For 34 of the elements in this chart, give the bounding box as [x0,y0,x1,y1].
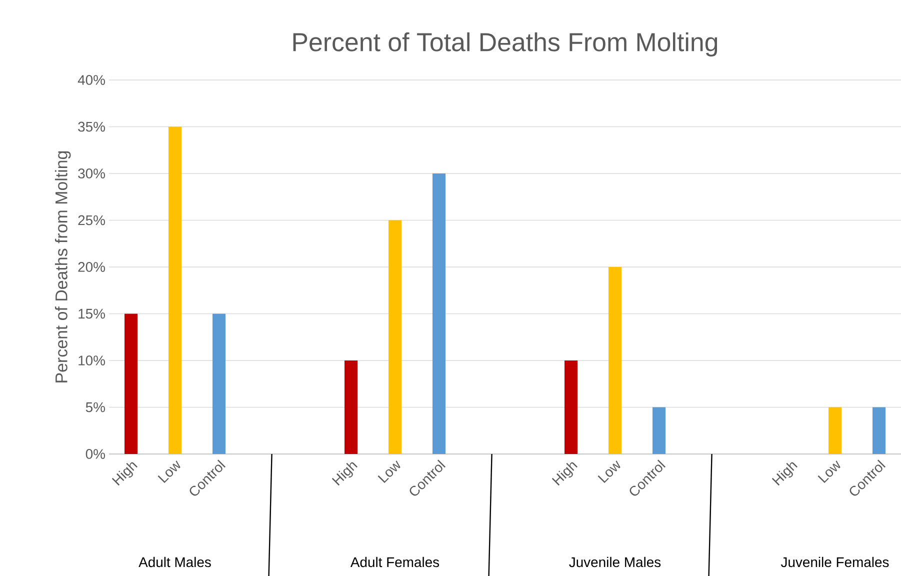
x-tick-label: High [552,462,578,486]
bar [212,314,226,454]
text: Adult Males [138,556,211,568]
text: Juvenile Females [780,556,889,568]
x-tick-label: High [332,462,358,486]
x-tick-label: High [112,462,138,486]
x-tick-label: High [772,462,798,486]
bar [388,220,402,454]
y-tick-label: 35% [78,122,105,132]
x-tick-label: Low [378,460,400,484]
bar [432,173,446,454]
x-tick-label: Low [158,460,180,484]
y-axis-title: Percent of Deaths from Molting [54,151,71,382]
text: Juvenile Males [569,556,661,568]
text: Adult Females [350,556,440,568]
y-tick-label: 20% [78,262,105,272]
y-tick-label: 10% [78,356,105,366]
bar [344,360,358,454]
chart-title: Percent of Total Deaths From Molting [293,32,718,56]
y-tick-label: 25% [78,215,105,226]
bar [124,314,138,454]
bar [608,266,622,454]
bar [564,360,578,454]
y-tick-label: 15% [78,308,105,319]
x-tick-label: Low [818,460,840,484]
y-tick-label: 5% [86,402,105,412]
y-tick-label: 30% [78,168,105,178]
y-tick-label: 0% [86,449,105,459]
bar [168,126,182,454]
bar [872,407,886,454]
x-tick-label: Low [598,460,620,484]
bar [652,407,666,454]
bar [828,407,842,454]
y-tick-label: 40% [78,75,105,85]
